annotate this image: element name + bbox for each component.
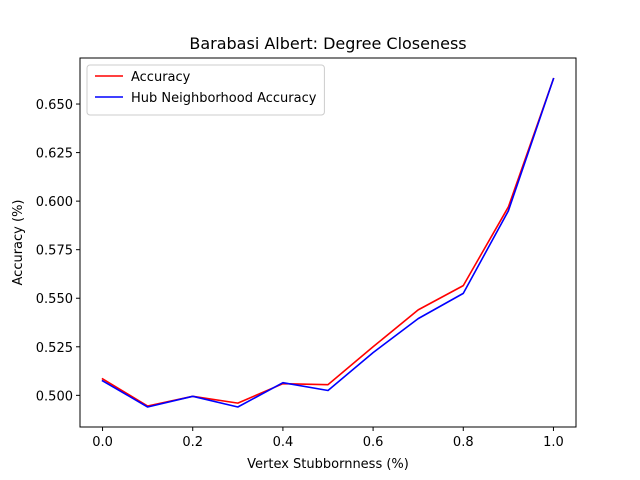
legend: Accuracy Hub Neighborhood Accuracy bbox=[86, 64, 325, 116]
y-axis-ticks: 0.500 0.525 0.550 0.575 0.600 0.625 0.650 bbox=[36, 98, 80, 404]
x-tick-label: 0.8 bbox=[453, 435, 474, 450]
x-tick-label: 0.2 bbox=[182, 435, 203, 450]
y-tick-label: 0.575 bbox=[36, 244, 73, 259]
y-tick-label: 0.500 bbox=[36, 389, 73, 404]
plot-frame bbox=[79, 57, 577, 428]
x-axis-ticks: 0.0 0.2 0.4 0.6 0.8 1.0 bbox=[92, 427, 564, 450]
y-tick-label: 0.550 bbox=[36, 292, 73, 307]
y-tick-label: 0.600 bbox=[36, 195, 73, 210]
legend-frame bbox=[86, 64, 325, 116]
y-tick-label: 0.525 bbox=[36, 341, 73, 356]
x-tick-label: 0.4 bbox=[273, 435, 294, 450]
x-axis-title: Vertex Stubbornness (%) bbox=[247, 457, 409, 472]
series-line-0 bbox=[101, 77, 555, 407]
series-line-1 bbox=[101, 77, 555, 408]
x-tick-label: 0.6 bbox=[363, 435, 384, 450]
x-tick-label: 0.0 bbox=[92, 435, 113, 450]
x-tick-label: 1.0 bbox=[543, 435, 564, 450]
y-axis-title: Accuracy (%) bbox=[11, 200, 26, 286]
y-tick-label: 0.650 bbox=[36, 98, 73, 113]
plot-lines bbox=[101, 77, 555, 408]
y-tick-label: 0.625 bbox=[36, 147, 73, 162]
chart-title: Barabasi Albert: Degree Closeness bbox=[189, 34, 466, 53]
legend-label: Hub Neighborhood Accuracy bbox=[131, 91, 317, 106]
legend-label: Accuracy bbox=[131, 70, 191, 85]
